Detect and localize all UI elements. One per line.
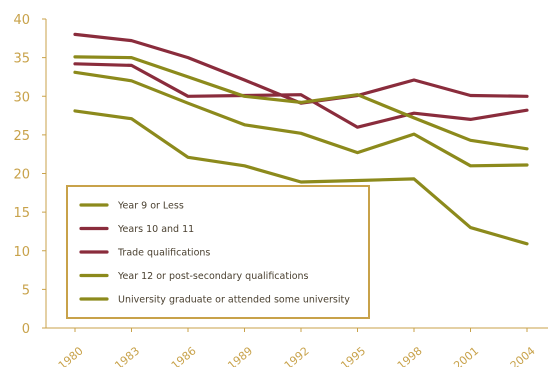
x-tick-label: 1998 <box>395 344 425 367</box>
legend-label-2: Years 10 and 11 <box>117 224 194 235</box>
y-tick-label: 25 <box>13 129 30 144</box>
y-tick-label: 10 <box>13 245 30 260</box>
y-tick-label: 20 <box>13 168 30 183</box>
legend-label-4: Year 12 or post-secondary qualifications <box>117 271 309 282</box>
x-tick-label: 1983 <box>112 344 142 367</box>
x-tick-label: 1989 <box>225 344 255 367</box>
series-line-3 <box>73 62 529 129</box>
legend-label-5: University graduate or attended some uni… <box>118 295 350 306</box>
x-ticks: 1980 1983 1986 1989 1992 1995 1998 2001 2004 <box>56 328 538 367</box>
legend: Year 9 or Less Years 10 and 11 Trade quali… <box>66 185 370 319</box>
y-tick-label: 5 <box>22 283 30 298</box>
y-tick-label: 15 <box>13 206 30 221</box>
y-ticks: 0 5 10 15 20 25 30 35 40 <box>13 13 46 337</box>
y-tick-label: 0 <box>22 322 30 337</box>
legend-label-1: Year 9 or Less <box>117 201 184 212</box>
x-tick-label: 1980 <box>56 344 86 367</box>
x-tick-label: 1992 <box>282 344 312 367</box>
series-lines <box>73 32 529 246</box>
legend-box <box>66 185 370 319</box>
series-line-4 <box>73 55 529 151</box>
x-tick-label: 1986 <box>169 344 199 367</box>
y-tick-label: 35 <box>13 52 30 67</box>
x-tick-label: 2004 <box>508 344 538 367</box>
series-line-5 <box>73 70 529 168</box>
series-line-1 <box>73 109 529 246</box>
y-tick-label: 40 <box>13 13 30 28</box>
y-tick-label: 30 <box>13 90 30 105</box>
series-line-2 <box>73 32 529 105</box>
x-tick-label: 1995 <box>338 344 368 367</box>
x-tick-label: 2001 <box>451 344 481 367</box>
legend-label-3: Trade qualifications <box>117 248 210 259</box>
